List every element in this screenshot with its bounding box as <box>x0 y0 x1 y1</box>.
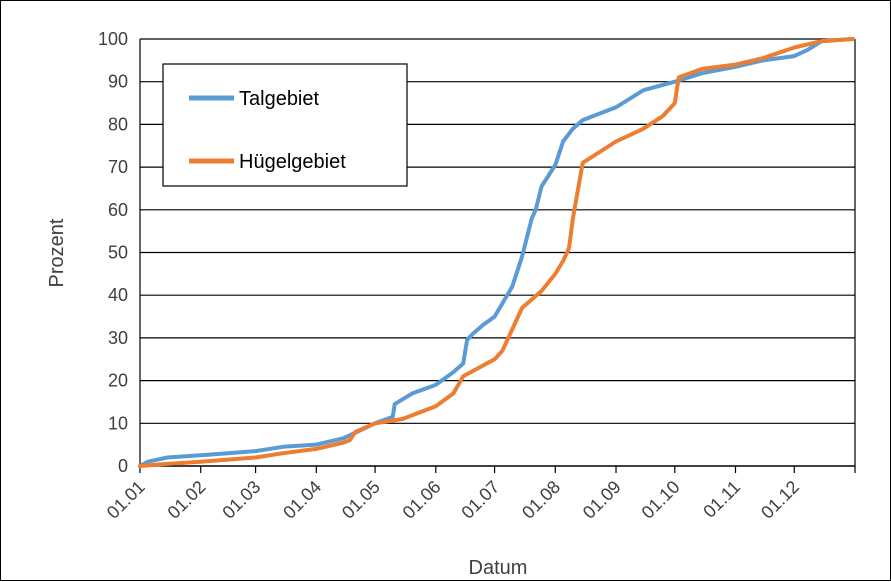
legend-box <box>162 63 408 187</box>
series-line-huegelgebiet <box>138 37 855 468</box>
x-tick-label: 01.07 <box>457 477 503 523</box>
legend: Talgebiet Hügelgebiet <box>162 63 408 187</box>
y-tick-label: 90 <box>108 72 128 92</box>
y-tick-label: 80 <box>108 114 128 134</box>
x-tick-label: 01.12 <box>757 477 803 523</box>
x-tick-label: 01.05 <box>338 477 384 523</box>
x-tick-label: 01.01 <box>103 477 149 523</box>
y-tick-label: 20 <box>108 371 128 391</box>
y-tick-label: 60 <box>108 200 128 220</box>
x-tick-label: 01.06 <box>399 477 445 523</box>
y-tick-label: 50 <box>108 243 128 263</box>
legend-label-talgebiet: Talgebiet <box>239 88 320 110</box>
x-tick-label: 01.04 <box>279 477 325 523</box>
x-tick-label: 01.03 <box>218 477 264 523</box>
x-axis-label: Datum <box>469 557 528 579</box>
series-line-talgebiet <box>138 37 855 468</box>
x-tick-label: 01.10 <box>638 477 684 523</box>
y-axis: 0 10 20 30 40 50 60 70 80 90 100 <box>98 29 128 476</box>
y-tick-label: 100 <box>98 29 128 49</box>
series-lines <box>138 37 855 468</box>
y-tick-label: 0 <box>118 456 128 476</box>
x-tick-label: 01.09 <box>579 477 625 523</box>
x-tick-label: 01.02 <box>164 477 210 523</box>
y-tick-label: 40 <box>108 285 128 305</box>
y-tick-label: 10 <box>108 413 128 433</box>
x-tick-label: 01.08 <box>518 477 564 523</box>
y-tick-label: 30 <box>108 328 128 348</box>
y-tick-label: 70 <box>108 157 128 177</box>
legend-label-huegelgebiet: Hügelgebiet <box>239 151 346 173</box>
y-axis-label: Prozent <box>46 218 68 287</box>
x-tick-label: 01.11 <box>699 477 744 522</box>
